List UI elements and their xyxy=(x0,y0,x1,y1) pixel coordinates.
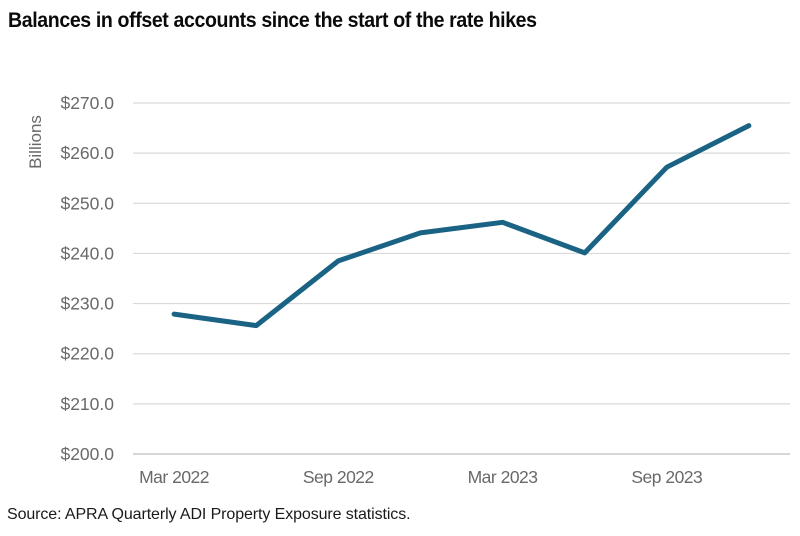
x-tick-label: Mar 2022 xyxy=(139,467,209,487)
y-tick-label: $220.0 xyxy=(60,344,114,364)
source-note: Source: APRA Quarterly ADI Property Expo… xyxy=(7,506,411,523)
chart-title: Balances in offset accounts since the st… xyxy=(8,9,537,32)
y-tick-label: $260.0 xyxy=(60,143,114,163)
y-tick-label: $230.0 xyxy=(60,294,114,314)
y-tick-label: $210.0 xyxy=(60,394,114,414)
data-series-line xyxy=(171,123,752,329)
x-tick-label: Mar 2023 xyxy=(468,467,538,487)
x-tick-label: Sep 2023 xyxy=(631,467,702,487)
y-tick-label: $270.0 xyxy=(60,93,114,113)
y-tick-label: $200.0 xyxy=(60,444,114,464)
y-tick-label: $240.0 xyxy=(60,243,114,263)
x-tick-label: Sep 2022 xyxy=(303,467,374,487)
y-tick-label: $250.0 xyxy=(60,193,114,213)
